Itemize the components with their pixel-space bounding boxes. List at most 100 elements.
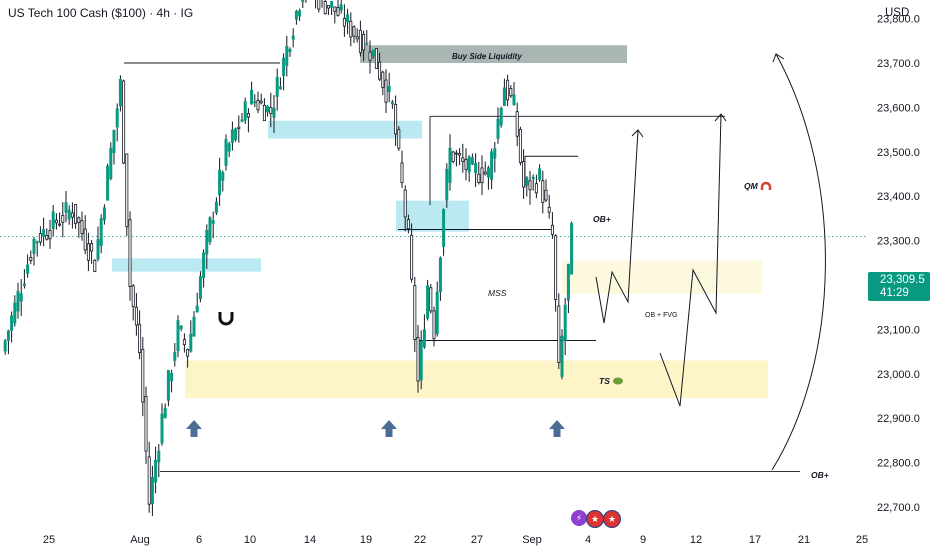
candle-body: [262, 104, 266, 122]
candle: [227, 141, 231, 158]
candle-body: [493, 148, 497, 159]
lightning-icon[interactable]: ⚡: [571, 510, 587, 526]
candle-body: [400, 162, 404, 184]
last-price-tag: 23,309.5 41:29: [868, 272, 930, 301]
candle: [566, 263, 570, 314]
us-flag-icon[interactable]: ★: [586, 510, 604, 528]
candle-body: [435, 291, 439, 335]
candle-body: [275, 76, 279, 97]
candle-body: [115, 108, 119, 128]
bar-countdown: 41:29: [880, 287, 909, 299]
x-tick-label: 21: [798, 534, 810, 546]
y-tick-label: 22,900.0: [877, 413, 920, 425]
candle-body: [490, 151, 494, 180]
candle: [298, 8, 302, 22]
candle: [58, 212, 62, 227]
candle-body: [413, 285, 417, 340]
candle: [157, 443, 161, 478]
candle-body: [390, 101, 394, 105]
time-axis[interactable]: 25 Aug 6 10 14 19 22 27 Sep 4 9 12 17 21 25: [43, 534, 868, 546]
candle: [515, 102, 519, 147]
candle: [48, 219, 52, 249]
zone-ob-fvg: [562, 260, 762, 294]
candle-body: [182, 339, 186, 346]
candle: [531, 174, 535, 191]
candle-body: [470, 157, 474, 165]
candle: [294, 9, 298, 25]
candle: [390, 99, 394, 109]
candle: [13, 295, 17, 327]
candle-body: [42, 229, 46, 237]
candle-body: [426, 285, 430, 319]
y-tick-label: 22,800.0: [877, 458, 920, 470]
candle-body: [403, 189, 407, 218]
x-tick-label: 9: [640, 534, 646, 546]
candle-body: [240, 119, 244, 122]
candle: [406, 214, 410, 234]
candle-body: [330, 1, 334, 8]
candle-body: [458, 153, 462, 156]
candle-body: [515, 111, 519, 137]
candle-body: [218, 169, 222, 196]
candle: [147, 441, 151, 513]
candle: [416, 325, 420, 393]
candle: [512, 81, 516, 106]
candle: [339, 0, 343, 14]
x-tick-label: Aug: [130, 534, 150, 546]
candle-body: [125, 153, 129, 228]
x-tick-label: 14: [304, 534, 316, 546]
candle-body: [365, 42, 369, 45]
candle: [422, 314, 426, 349]
candle-body: [339, 4, 343, 11]
candle-body: [442, 209, 446, 247]
turtle-icon: [613, 377, 623, 385]
y-tick-label: 23,300.0: [877, 236, 920, 248]
candle-body: [531, 176, 535, 180]
candle-body: [29, 257, 33, 261]
candle-body: [554, 235, 558, 300]
candle: [342, 4, 346, 37]
candle: [90, 239, 94, 264]
candle: [19, 279, 23, 317]
us-flag-icon[interactable]: ★: [603, 510, 621, 528]
candle-body: [227, 143, 231, 152]
candle: [486, 165, 490, 190]
candle-body: [64, 202, 68, 213]
candle: [192, 311, 196, 337]
candle-body: [259, 100, 263, 104]
price-axis[interactable]: 22,700.0 22,800.0 22,900.0 23,000.0 23,100.0…: [877, 0, 920, 514]
candle: [54, 213, 58, 230]
candle-body: [170, 372, 174, 382]
candle: [285, 35, 289, 77]
candle-body: [464, 159, 468, 170]
candle: [259, 93, 263, 105]
candle: [112, 129, 116, 165]
x-tick-label: 22: [414, 534, 426, 546]
candle: [291, 28, 295, 48]
y-tick-label: 23,400.0: [877, 191, 920, 203]
candle-body: [122, 80, 126, 164]
candle-body: [502, 87, 506, 106]
candle: [554, 234, 558, 312]
candle-body: [541, 180, 545, 203]
candle-body: [291, 35, 295, 40]
candle: [189, 320, 193, 353]
x-tick-label: 25: [856, 534, 868, 546]
annotation-layer: Buy Side Liquidity QM OB+ MSS OB + FVG TS OB+: [186, 52, 829, 480]
candle: [368, 40, 372, 74]
candle: [557, 293, 561, 370]
candle-body: [26, 264, 30, 274]
up-arrow-icon: [381, 420, 397, 437]
candle: [86, 232, 90, 272]
candle: [179, 324, 183, 332]
candle-body: [38, 233, 42, 243]
symbol-title[interactable]: US Tech 100 Cash ($100) · 4h · IG: [8, 6, 194, 20]
candle-body: [256, 100, 260, 111]
candle: [102, 204, 106, 225]
candle: [400, 150, 404, 188]
candle-body: [394, 104, 398, 135]
candle: [381, 70, 385, 96]
candle-body: [301, 0, 305, 3]
